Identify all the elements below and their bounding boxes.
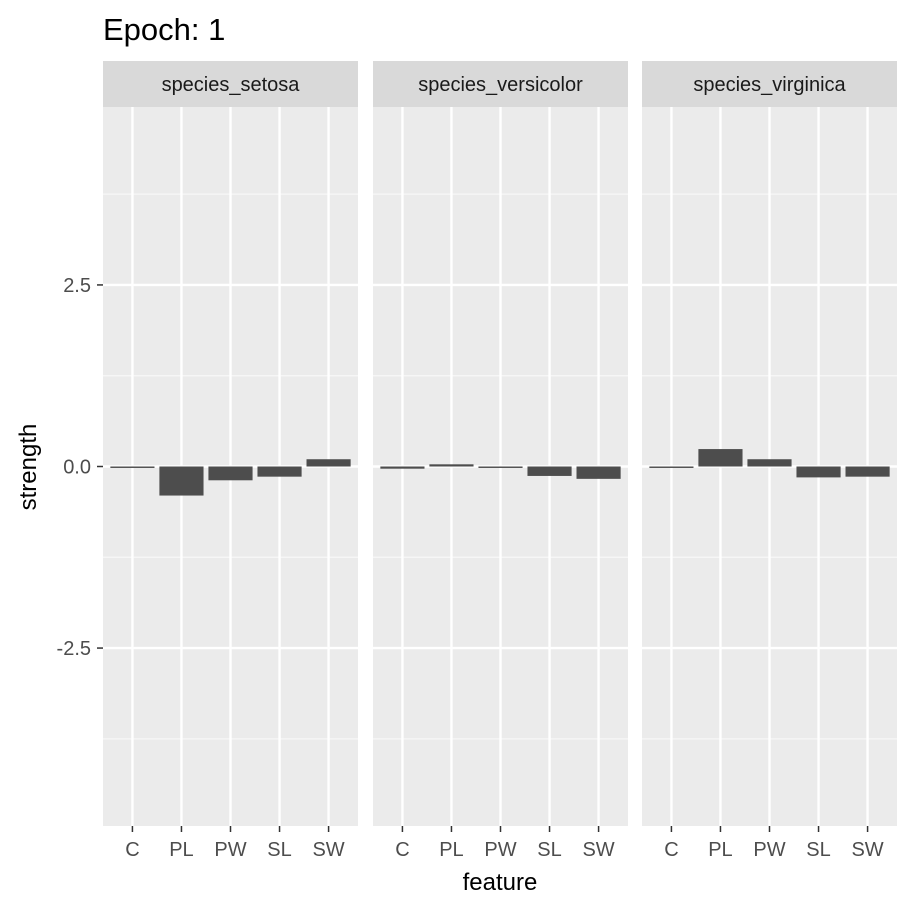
x-tick-label: SL xyxy=(537,839,561,861)
facet-panel-species_virginica: species_virginica C PL PW SL SW xyxy=(642,61,897,861)
y-tick-label: 0.0 xyxy=(63,457,91,479)
x-tick-label: PW xyxy=(484,839,516,861)
bar-SL xyxy=(527,466,572,476)
facet-panel-species_versicolor: species_versicolor C PL PW SL SW xyxy=(373,61,628,861)
x-tick-label: SW xyxy=(851,839,883,861)
x-tick-label: PW xyxy=(753,839,785,861)
chart-title: Epoch: 1 xyxy=(103,12,225,47)
y-tick-label: 2.5 xyxy=(63,275,91,297)
bar-SW xyxy=(306,459,351,467)
facet-strip xyxy=(642,61,897,107)
x-tick-label: SW xyxy=(312,839,344,861)
facet-strip-label: species_setosa xyxy=(162,74,301,96)
x-tick-label: SL xyxy=(267,839,291,861)
bar-PL xyxy=(429,464,474,467)
bar-PL xyxy=(698,449,743,467)
bar-C xyxy=(380,466,425,469)
bar-PW xyxy=(747,459,792,467)
x-tick-label: PW xyxy=(214,839,246,861)
facet-strip-label: species_virginica xyxy=(693,74,846,96)
facet-strip xyxy=(103,61,358,107)
x-tick-label: PL xyxy=(439,839,463,861)
x-tick-label: C xyxy=(395,839,409,861)
bar-C xyxy=(649,466,694,468)
x-tick-label: SL xyxy=(806,839,830,861)
bar-PW xyxy=(478,466,523,468)
y-axis: -2.5 0.0 2.5 xyxy=(57,275,103,660)
bar-SW xyxy=(845,466,890,477)
facet-strip xyxy=(373,61,628,107)
x-tick-label: SW xyxy=(582,839,614,861)
facet-strip-label: species_versicolor xyxy=(418,74,583,96)
x-tick-label: C xyxy=(125,839,139,861)
bar-SL xyxy=(257,466,302,477)
bar-SW xyxy=(576,466,621,479)
bar-PL xyxy=(159,466,204,496)
x-tick-label: PL xyxy=(708,839,732,861)
bar-PW xyxy=(208,466,253,481)
x-tick-label: PL xyxy=(169,839,193,861)
bar-SL xyxy=(796,466,841,478)
bar-C xyxy=(110,466,155,468)
x-axis-title: feature xyxy=(463,869,538,896)
facet-panel-species_setosa: species_setosa C PL PW SL SW xyxy=(103,61,358,861)
x-tick-label: C xyxy=(664,839,678,861)
y-axis-title: strength xyxy=(15,424,42,511)
y-tick-label: -2.5 xyxy=(57,638,91,660)
